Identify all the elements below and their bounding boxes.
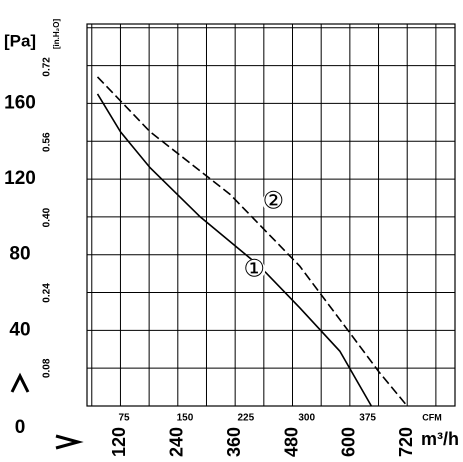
x2-tick-label: 150 (177, 413, 194, 424)
x-tick-label: 600 (339, 427, 359, 457)
arrow-up (10, 372, 30, 393)
x2-tick-label: 225 (237, 413, 254, 424)
x2-tick-label: 300 (298, 413, 315, 424)
plot-frame (86, 23, 456, 407)
curve-label: ① (244, 254, 266, 282)
y2-tick-label: 0.72 (42, 57, 53, 77)
curve-label: ② (263, 186, 285, 214)
y-tick-label: 0 (15, 417, 26, 438)
x-tick-label: 240 (167, 427, 187, 457)
y2-tick-label: 0.24 (42, 283, 53, 303)
y2-tick-label: 0.40 (42, 207, 53, 227)
curve-label-bg (262, 190, 285, 213)
y2-axis-label: [in.H₂O] (52, 19, 61, 50)
x-axis-label: m³/h (421, 429, 459, 449)
curve-label-bg (243, 258, 266, 281)
curve (96, 93, 373, 407)
x-tick-label: 720 (396, 427, 416, 457)
y-tick-label: 120 (4, 168, 36, 189)
y-tick-label: 160 (4, 92, 36, 113)
y-tick-label: 40 (9, 319, 30, 340)
x-tick-label: 480 (281, 427, 301, 457)
arrow-right (55, 434, 84, 450)
x-tick-label: 360 (224, 427, 244, 457)
x2-tick-label: 75 (118, 413, 130, 424)
y-tick-label: 80 (9, 244, 30, 265)
x2-tick-label: 375 (359, 413, 376, 424)
x2-axis-label: CFM (422, 412, 442, 422)
x-tick-label: 120 (109, 427, 129, 457)
y2-tick-label: 0.08 (42, 358, 53, 378)
y-axis-label: [Pa] (4, 31, 36, 50)
curve (96, 76, 408, 407)
y2-tick-label: 0.56 (42, 132, 53, 152)
